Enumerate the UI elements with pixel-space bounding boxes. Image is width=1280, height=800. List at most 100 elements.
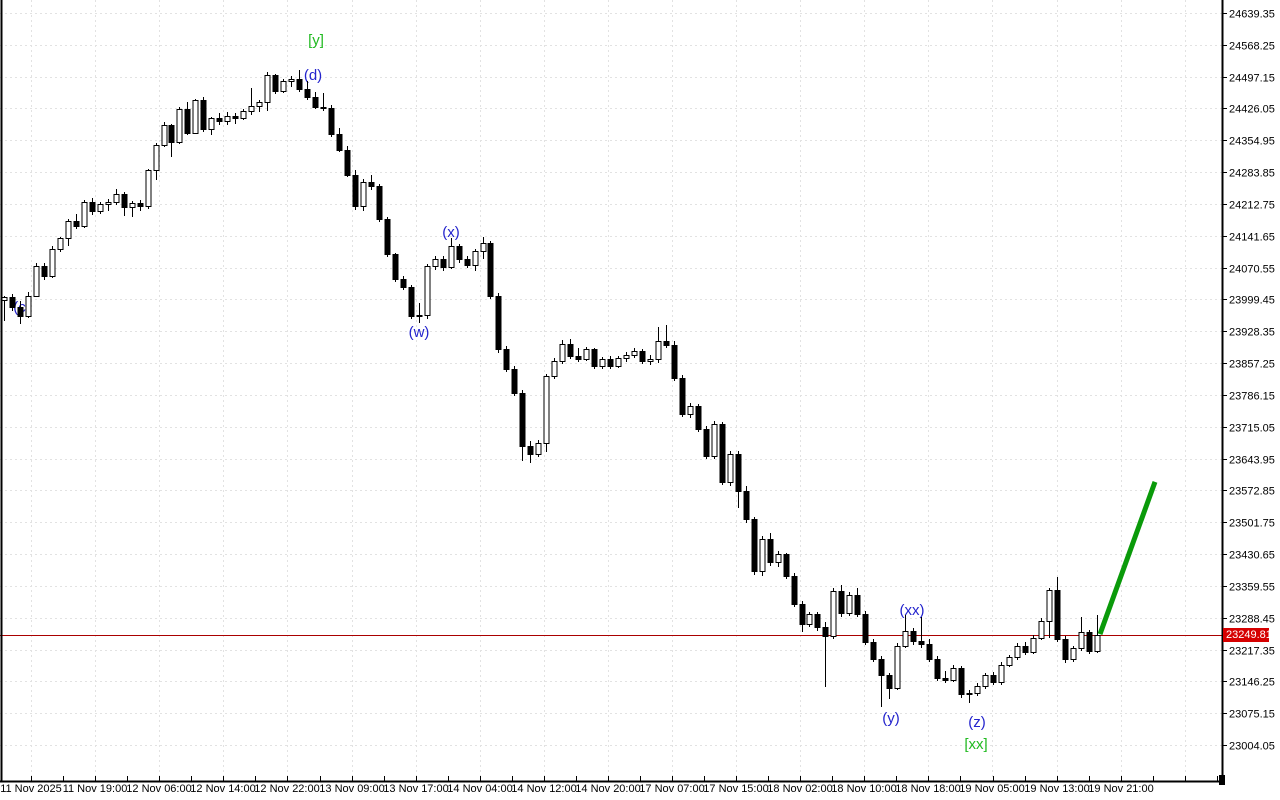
candle-body [41,266,48,277]
candle-body [1054,590,1061,640]
candle-body [392,254,399,280]
chart-borders [0,0,1225,785]
candle-body [751,519,758,572]
candle-body [296,79,303,90]
candle-body [129,203,136,208]
wave-label[interactable]: (d) [304,67,322,84]
candle-body [9,297,16,308]
candle-body [1094,635,1101,652]
candle-body [368,182,375,187]
candle-body [735,454,742,492]
candle-body [280,81,287,92]
candle-body [559,344,566,362]
candle-body [424,266,431,316]
candle-body [1086,632,1093,652]
current-price-tag[interactable]: 23249.81 [1223,628,1272,642]
wave-annotations[interactable]: (c)[y](d)(x)(w)(xx)(y)(z)[xx] [13,32,987,753]
price-axis-label: 23857.25 [1229,359,1275,371]
price-axis[interactable]: 24639.35 24568.25 24497.15 24426.05 24354.95… [1222,9,1275,753]
candle-body [950,668,957,681]
candle-body [1022,646,1029,653]
candle-body [216,118,223,122]
candle-body [272,75,279,92]
wave-label[interactable]: (z) [968,714,986,731]
candle-body [878,659,885,676]
candle-body [416,315,423,317]
candle-body [998,665,1005,683]
candle-body [256,102,263,107]
candle-body [958,668,965,695]
candle-body [89,202,96,212]
projection-line[interactable] [1097,481,1158,635]
candle-body [208,118,215,130]
price-axis-label: 23430.65 [1229,550,1275,562]
wave-label[interactable]: [xx] [964,736,987,753]
candle-body [400,279,407,288]
candle-body [121,194,128,208]
price-axis-label: 23217.35 [1229,646,1275,658]
price-axis-label: 23786.15 [1229,391,1275,403]
candle-body [200,100,207,130]
time-axis-label: 12 Nov 06:00 [126,783,191,795]
candle-body [870,642,877,660]
candle-body [822,627,829,637]
candle-body [647,359,654,362]
wave-label[interactable]: (w) [409,324,430,341]
candle-body [982,675,989,687]
price-axis-label: 24639.35 [1229,9,1275,21]
candle-body [743,491,750,520]
price-axis-label: 24497.15 [1229,73,1275,85]
time-axis-label: 19 Nov 21:00 [1088,783,1153,795]
candle-body [288,79,295,82]
candle-body [57,238,64,250]
candle-body [440,259,447,268]
candle-body [918,641,925,645]
candle-body [639,351,646,362]
candle-body [854,595,861,615]
candle-body [886,675,893,689]
candle-body [320,107,327,109]
time-axis-label: 18 Nov 02:00 [767,783,832,795]
candle-body [679,378,686,415]
candle-body [464,259,471,266]
candle-body [472,251,479,266]
wave-label[interactable]: (y) [882,710,900,727]
candle-body [894,646,901,689]
candle-body [480,243,487,252]
wave-label[interactable]: [y] [308,32,324,49]
candle-body [543,376,550,444]
wave-label[interactable]: (x) [442,224,460,241]
candle-body [312,97,319,108]
candle-body [1,297,8,301]
candle-body [535,443,542,455]
candle-body [607,359,614,367]
grid [0,0,1222,781]
price-axis-label: 23075.15 [1229,709,1275,721]
time-axis-label: 17 Nov 15:00 [703,783,768,795]
candle-body [408,287,415,317]
price-axis-label: 24568.25 [1229,41,1275,53]
trend-line[interactable] [1097,481,1158,635]
candle-body [17,307,24,317]
time-axis-label: 14 Nov 04:00 [447,783,512,795]
axis-corner [1219,775,1225,785]
candle-body [168,125,175,143]
price-axis-label: 24283.85 [1229,168,1275,180]
candle-body [862,614,869,643]
time-axis-label: 18 Nov 18:00 [895,783,960,795]
candle-body [376,186,383,220]
candle-body [703,429,710,457]
candle-body [248,106,255,112]
candle-body [176,109,183,143]
price-axis-label: 23572.85 [1229,486,1275,498]
price-axis-label: 24141.65 [1229,232,1275,244]
candle-body [49,249,56,277]
candle-body [161,125,168,146]
candle-body [448,246,455,268]
candle-body [663,341,670,346]
candle-body [575,356,582,360]
price-axis-label: 23999.45 [1229,295,1275,307]
wave-label[interactable]: (xx) [900,602,925,619]
